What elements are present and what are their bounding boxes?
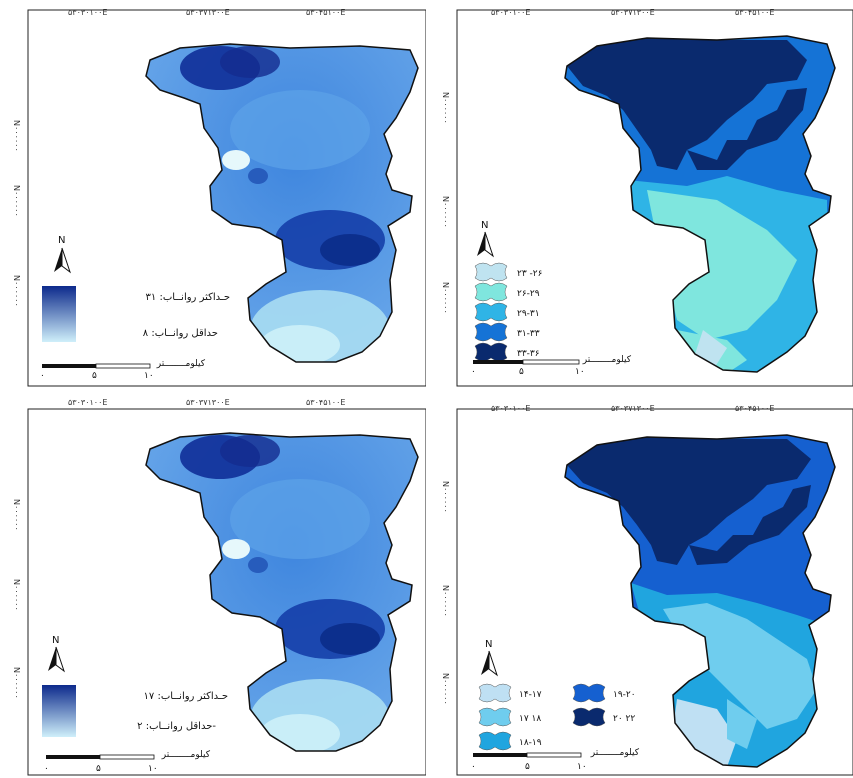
legend-max: حـداکثر روانــاب: ۳۱ <box>146 292 230 303</box>
legend-class-label: ۱۷ ۱۸ <box>519 714 541 724</box>
legend-class-label: ۲۶-۲۹ <box>517 289 540 299</box>
grid-label-n3: N۰۰۰۰۰۰ <box>12 275 21 307</box>
legend-swatch <box>474 322 508 342</box>
svg-text:N۰۰۰۰۰۰: N۰۰۰۰۰۰ <box>12 579 21 611</box>
svg-text:۵۳۰۴۵۱۰۰E: ۵۳۰۴۵۱۰۰E <box>735 8 774 17</box>
svg-text:N: N <box>52 635 59 646</box>
svg-text:۱۰: ۱۰ <box>577 762 587 772</box>
svg-text:N۰۰۰۰۰۰: N۰۰۰۰۰۰ <box>441 282 450 314</box>
map-panel-classified-1: ۵۳۰۳۰۱۰۰E ۵۳۰۳۷۱۳۰۰E ۵۳۰۴۵۱۰۰E N۰۰۰۰۰۰ N… <box>427 0 853 389</box>
grid-label-e3: ۵۳۰۴۵۱۰۰E <box>306 8 345 17</box>
legend-class-label: ۳۳-۳۶ <box>517 349 540 359</box>
legend-min: حداقل روانــاب: ۸ <box>143 328 218 339</box>
svg-text:کیلومــــــــتر: کیلومــــــــتر <box>156 359 206 369</box>
svg-text:۵۳۰۳۰۱۰۰E: ۵۳۰۳۰۱۰۰E <box>68 398 107 407</box>
legend-swatch <box>478 731 512 751</box>
svg-text:N: N <box>485 639 492 650</box>
legend-swatch <box>572 707 606 727</box>
svg-text:۵۳۰۴۵۱۰۰E: ۵۳۰۴۵۱۰۰E <box>306 398 345 407</box>
legend-swatch <box>572 683 606 703</box>
svg-text:N۰۰۰۰۰۰: N۰۰۰۰۰۰ <box>441 585 450 617</box>
svg-text:۰: ۰ <box>40 371 45 381</box>
legend-ramp <box>42 685 76 737</box>
legend-class-label: ۲۰ ۲۲ <box>613 714 635 724</box>
svg-text:N۰۰۰۰۰۰: N۰۰۰۰۰۰ <box>12 499 21 531</box>
svg-text:۵: ۵ <box>525 762 530 772</box>
scale-bar: ۰ ۵ ۱۰ کیلومــــــــتر <box>471 748 640 772</box>
svg-text:کیلومــــــــتر: کیلومــــــــتر <box>161 750 211 760</box>
grid-label-n2: N۰۰۰۰۰۰ <box>12 185 21 217</box>
class-legend: ۱۴-۱۷ ۱۷ ۱۸ ۱۸-۱۹ ۱۹-۲۰ ۲۰ ۲۲ <box>478 683 636 751</box>
basin-boundary <box>145 43 419 363</box>
svg-text:کیلومــــــــتر: کیلومــــــــتر <box>590 748 640 758</box>
svg-text:۰: ۰ <box>471 762 476 772</box>
svg-text:N۰۰۰۰۰۰: N۰۰۰۰۰۰ <box>12 667 21 699</box>
legend-min: حداقل روانــاب: ۲- <box>137 721 216 732</box>
legend-class-label: ۲۳ -۲۶ <box>517 269 543 279</box>
legend-max: حـداکثر روانــاب: ۱۷ <box>144 691 228 702</box>
svg-text:۵۳۰۳۷۱۳۰۰E: ۵۳۰۳۷۱۳۰۰E <box>186 398 230 407</box>
svg-text:N: N <box>58 235 65 246</box>
svg-text:۵۳۰۳۷۱۳۰۰E: ۵۳۰۳۷۱۳۰۰E <box>611 404 655 413</box>
legend-swatch <box>474 262 508 282</box>
scale-bar: ۰ ۵ ۱۰ کیلومــــــــتر <box>44 750 211 774</box>
legend-class-label: ۱۴-۱۷ <box>519 690 542 700</box>
scale-bar: ۰ ۵ ۱۰ کیلومــــــــتر <box>40 359 206 381</box>
legend-class-label: ۲۹-۳۱ <box>517 309 540 319</box>
svg-text:۱۰: ۱۰ <box>148 764 158 774</box>
svg-text:۵۳۰۴۵۱۰۰E: ۵۳۰۴۵۱۰۰E <box>735 404 774 413</box>
svg-text:۵: ۵ <box>92 371 97 381</box>
legend-swatch <box>474 282 508 302</box>
svg-text:۰: ۰ <box>44 764 49 774</box>
legend-swatch <box>474 302 508 322</box>
grid-label-e2: ۵۳۰۳۷۱۳۰۰E <box>186 8 230 17</box>
class-legend: ۲۳ -۲۶ ۲۶-۲۹ ۲۹-۳۱ ۳۱-۳۳ ۳۳-۳۶ <box>474 262 543 362</box>
map-panel-classified-2: ۵۳۰۳۰۱۰۰E ۵۳۰۳۷۱۳۰۰E ۵۳۰۴۵۱۰۰E N۰۰۰۰۰۰ N… <box>427 389 853 778</box>
svg-text:۵۳۰۳۰۱۰۰E: ۵۳۰۳۰۱۰۰E <box>491 8 530 17</box>
svg-text:N: N <box>481 220 488 231</box>
north-arrow-icon: N <box>481 639 498 677</box>
legend-class-label: ۳۱-۳۳ <box>517 329 540 339</box>
map-frame <box>27 9 426 387</box>
map-panel-continuous-1: ۵۳۰۳۰۱۰۰E ۵۳۰۳۷۱۳۰۰E ۵۳۰۴۵۱۰۰E N۰۰۰۰۰۰ N… <box>0 0 426 389</box>
svg-text:۱۰: ۱۰ <box>144 371 154 381</box>
legend-class-label: ۱۹-۲۰ <box>613 690 636 700</box>
svg-text:۰: ۰ <box>471 367 476 377</box>
svg-text:N۰۰۰۰۰۰: N۰۰۰۰۰۰ <box>441 673 450 705</box>
svg-text:N۰۰۰۰۰۰: N۰۰۰۰۰۰ <box>441 481 450 513</box>
north-arrow-icon: N <box>48 635 65 673</box>
svg-text:کیلومــــــــتر: کیلومــــــــتر <box>582 355 632 365</box>
svg-text:۱۰: ۱۰ <box>575 367 585 377</box>
legend-class-label: ۱۸-۱۹ <box>519 738 542 748</box>
grid-label-n1: N۰۰۰۰۰۰ <box>12 120 21 152</box>
svg-text:۵۳۰۳۰۱۰۰E: ۵۳۰۳۰۱۰۰E <box>491 404 530 413</box>
svg-text:N۰۰۰۰۰۰: N۰۰۰۰۰۰ <box>441 92 450 124</box>
svg-text:۵۳۰۳۷۱۳۰۰E: ۵۳۰۳۷۱۳۰۰E <box>611 8 655 17</box>
map-panel-continuous-2: ۵۳۰۳۰۱۰۰E ۵۳۰۳۷۱۳۰۰E ۵۳۰۴۵۱۰۰E N۰۰۰۰۰۰ N… <box>0 389 426 778</box>
legend-swatch <box>478 683 512 703</box>
svg-text:۵: ۵ <box>96 764 101 774</box>
grid-label-e1: ۵۳۰۳۰۱۰۰E <box>68 8 107 17</box>
legend-swatch <box>478 707 512 727</box>
north-arrow-icon: N <box>477 220 494 258</box>
legend-swatch <box>474 342 508 362</box>
north-arrow-icon: N <box>54 235 71 274</box>
svg-text:۵: ۵ <box>519 367 524 377</box>
legend-ramp <box>42 286 76 342</box>
svg-text:N۰۰۰۰۰۰: N۰۰۰۰۰۰ <box>441 196 450 228</box>
scale-bar: ۰ ۵ ۱۰ کیلومــــــــتر <box>471 355 632 377</box>
